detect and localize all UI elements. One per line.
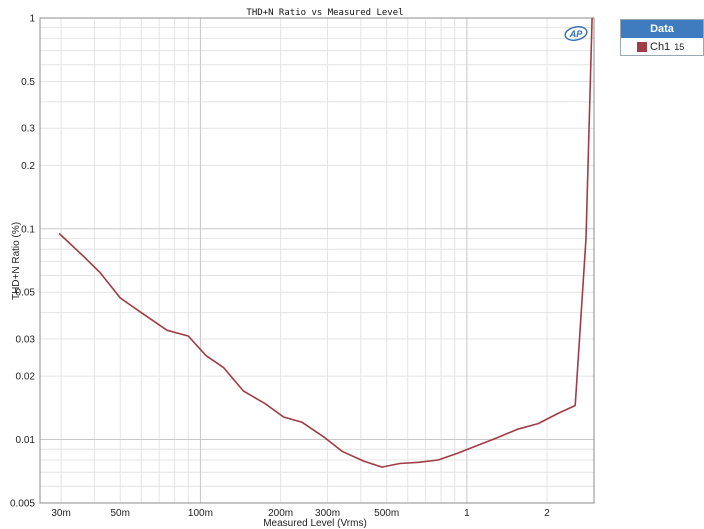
y-tick-label: 0.02 (16, 372, 36, 383)
ap-logo-icon: AP (564, 26, 588, 41)
y-tick-label: 1 (29, 14, 35, 25)
x-axis-ticks: 30m 50m 100m 200m 300m 500m 1 2 (51, 508, 550, 519)
plot-frame (39, 17, 595, 504)
y-tick-label: 0.05 (16, 288, 36, 299)
x-tick-label: 500m (374, 508, 399, 519)
chart-title: THD+N Ratio vs Measured Level (246, 8, 403, 18)
y-tick-label: 0.01 (16, 435, 36, 446)
legend-item-number: 15 (674, 41, 685, 52)
legend-item-label: Ch1 (650, 40, 671, 53)
x-tick-label: 200m (268, 508, 293, 519)
legend: Data Ch1 15 (620, 19, 704, 56)
y-tick-label: 0.3 (21, 124, 35, 135)
series-line-ch1 (58, 17, 593, 468)
y-axis-title: THD+N Ratio (%) (11, 222, 22, 300)
x-tick-label: 30m (51, 508, 70, 519)
y-tick-label: 0.1 (21, 224, 35, 235)
minor-grid (40, 18, 595, 504)
x-tick-label: 300m (315, 508, 340, 519)
y-tick-label: 0.03 (16, 334, 36, 345)
x-tick-label: 2 (544, 508, 550, 519)
x-tick-label: 100m (188, 508, 213, 519)
x-axis-title: Measured Level (Vrms) (263, 518, 367, 529)
y-axis-ticks: 1 0.5 0.3 0.2 0.1 0.05 0.03 0.02 0.01 0.005 (10, 14, 35, 510)
series-layer (58, 17, 593, 468)
y-tick-label: 0.5 (21, 77, 35, 88)
svg-text:AP: AP (569, 29, 583, 39)
legend-swatch (637, 41, 647, 52)
legend-header: Data (621, 20, 703, 38)
x-tick-label: 50m (110, 508, 129, 519)
y-tick-label: 0.2 (21, 161, 35, 172)
y-tick-label: 0.005 (10, 499, 35, 510)
x-tick-label: 1 (464, 508, 470, 519)
legend-item-ch1[interactable]: Ch1 15 (621, 38, 703, 55)
major-grid (40, 17, 594, 503)
